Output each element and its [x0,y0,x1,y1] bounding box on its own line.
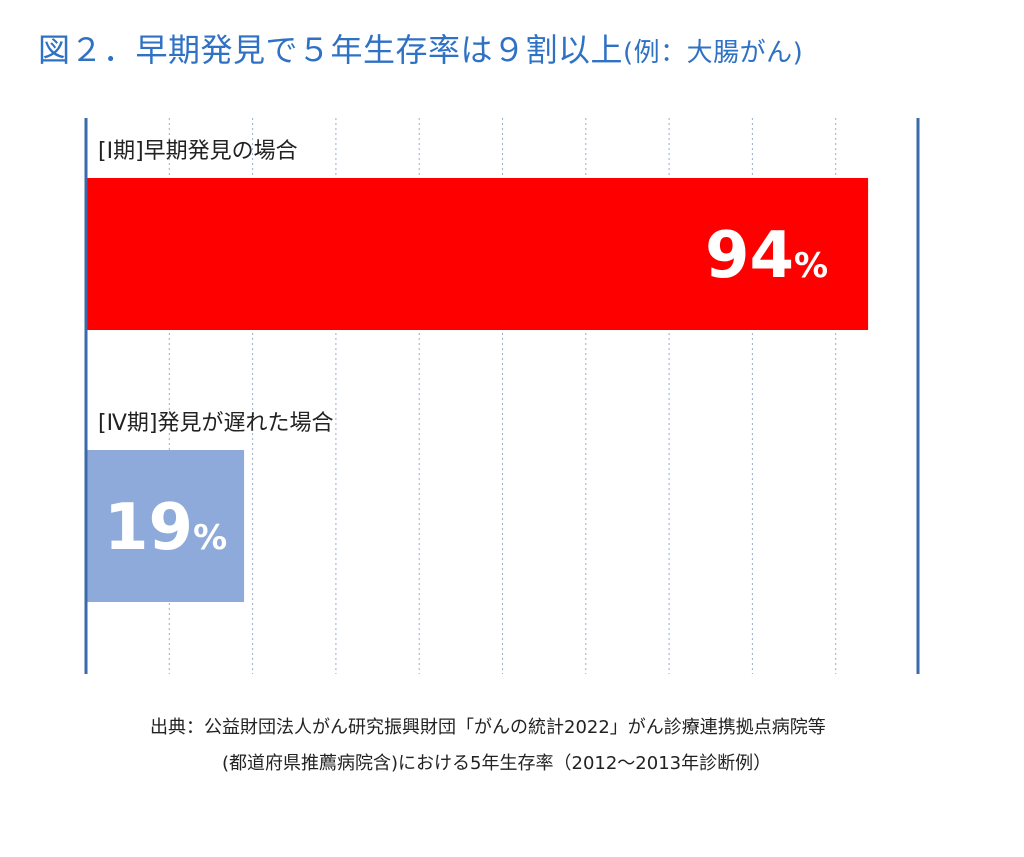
chart-title-sub: (例：大腸がん) [623,38,804,68]
source-line-2: (都道府県推薦病院含)における5年生存率（2012～2013年診断例） [222,753,772,774]
category-label: [Ⅳ期]発見が遅れた場合 [98,411,333,436]
bar-stage4 [86,450,245,602]
chart: [Ⅰ期]早期発見の場合 94% [Ⅳ期]発見が遅れた場合 19% [84,118,920,674]
source-line-1: 出典：公益財団法人がん研究振興財団「がんの統計2022」がん診療連携拠点病院等 [150,717,826,738]
source-note: 出典：公益財団法人がん研究振興財団「がんの統計2022」がん診療連携拠点病院等 … [150,710,990,782]
data-label: 19% [104,491,227,565]
chart-title-main: 図２．早期発見で５年生存率は９割以上 [38,31,624,69]
chart-title: 図２．早期発見で５年生存率は９割以上(例：大腸がん) [38,28,998,75]
bar-stage1 [86,178,869,330]
data-label: 94% [705,219,828,293]
category-label: [Ⅰ期]早期発見の場合 [98,139,298,164]
